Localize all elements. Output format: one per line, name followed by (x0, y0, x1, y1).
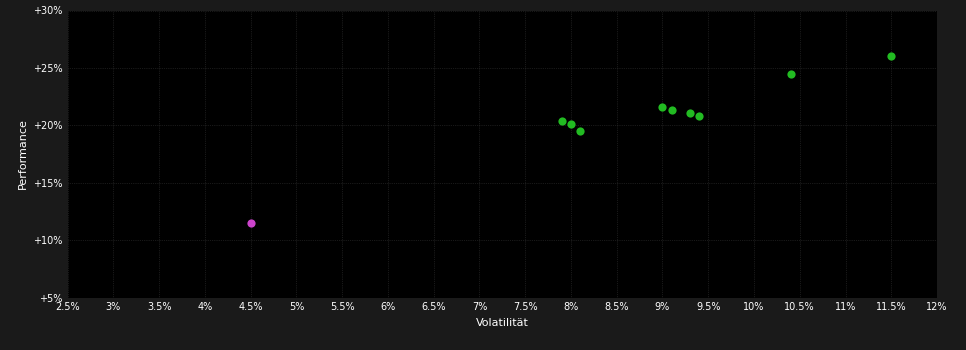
Point (692, 113, 707, 119)
Point (554, 118, 570, 124)
X-axis label: Volatilität: Volatilität (476, 318, 528, 328)
Point (782, 71, 798, 76)
Point (682, 110, 697, 116)
Point (655, 104, 670, 110)
Point (884, 54, 899, 59)
Point (573, 128, 588, 134)
Point (242, 220, 258, 226)
Y-axis label: Performance: Performance (17, 119, 28, 189)
Point (563, 121, 579, 127)
Point (664, 107, 679, 113)
